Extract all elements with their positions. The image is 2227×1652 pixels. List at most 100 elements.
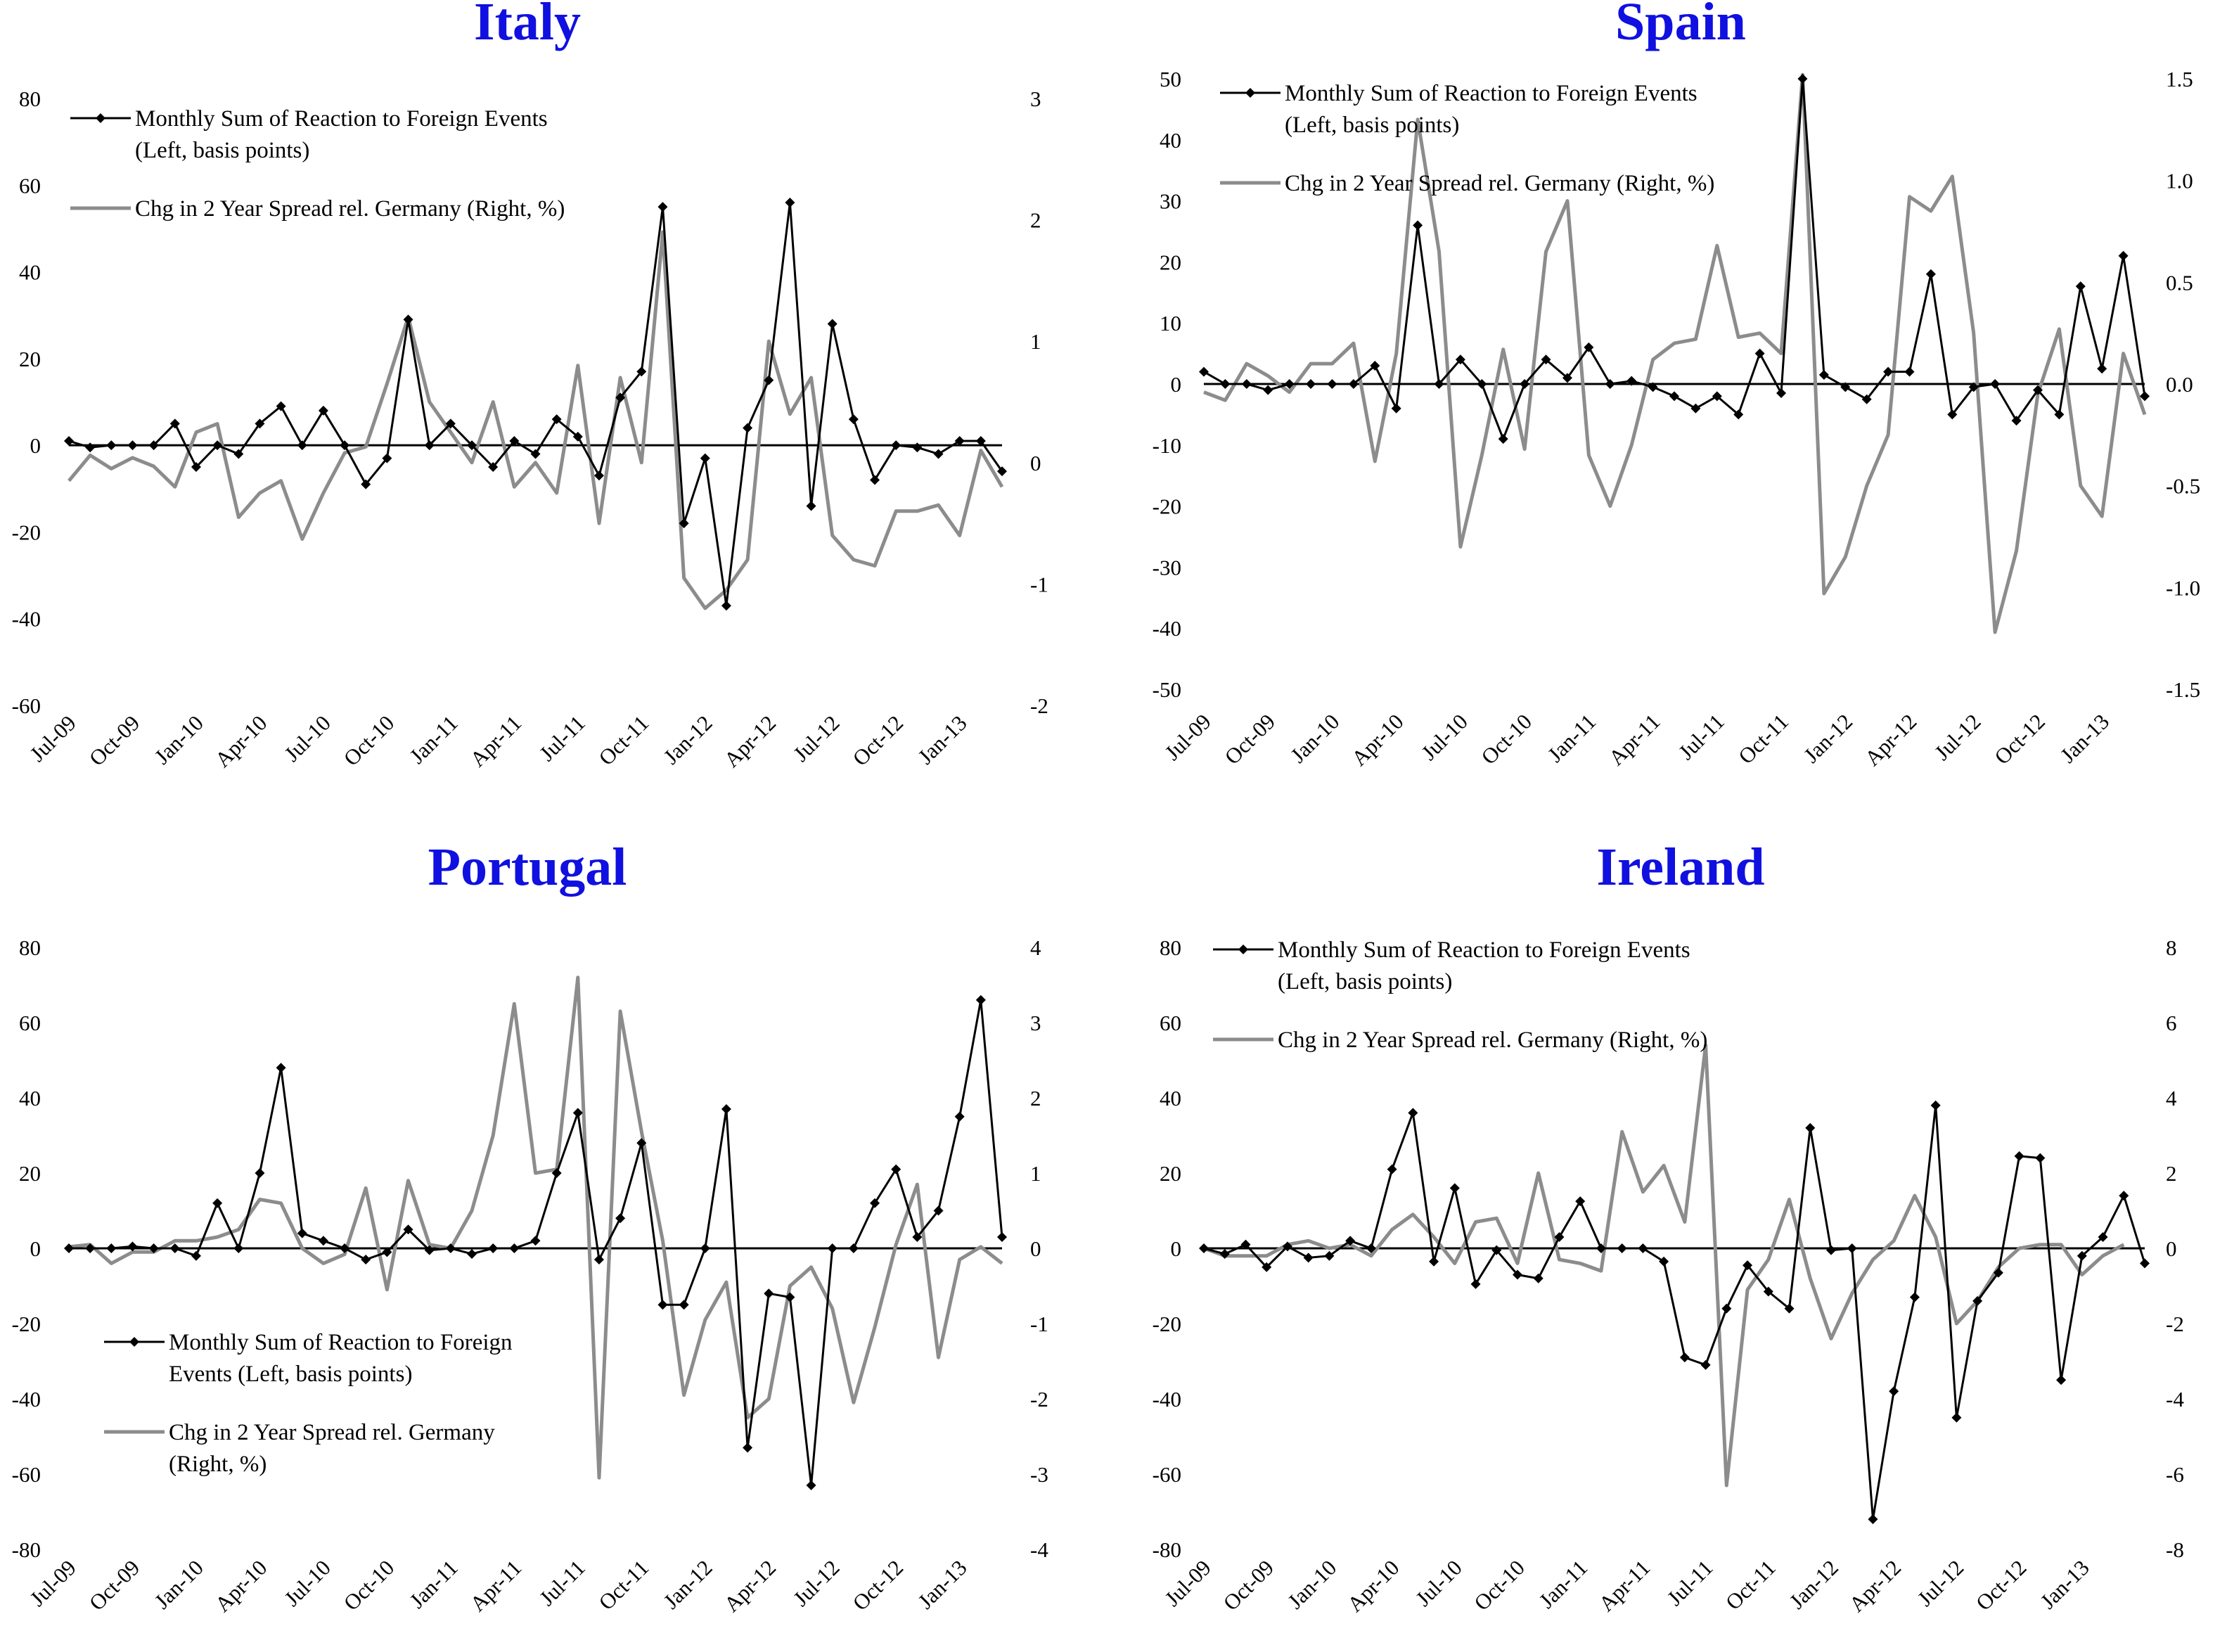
series-line-spread [1203,72,2147,634]
reaction-point [64,435,74,446]
x-tick-label: Oct-11 [1721,1555,1780,1615]
legend-label-reaction: Monthly Sum of Reaction to Foreign Event… [1285,81,1697,106]
x-tick-label: Oct-09 [84,1555,145,1615]
reaction-point [276,401,286,411]
x-tick-label: Apr-11 [465,1555,526,1616]
reaction-point [1669,391,1679,402]
reaction-point [1562,373,1572,383]
x-tick-label: Jan-11 [1534,1555,1592,1613]
reaction-point [2140,391,2150,402]
reaction-point [1348,379,1359,389]
reaction-point [551,1168,562,1178]
reaction-point [191,461,201,472]
x-tick-label: Jul-09 [1160,1555,1216,1611]
y-left-tick-label: -20 [12,1312,41,1336]
reaction-point [806,1480,816,1491]
reaction-point [1513,1269,1522,1280]
y-left-tick-label: 60 [19,1011,41,1035]
reaction-point [997,466,1007,477]
reaction-point [1972,1295,1983,1306]
reaction-point [1282,1241,1292,1252]
reaction-point [1455,354,1465,365]
y-right-tick-label: 0 [2166,1236,2177,1261]
reaction-point [1391,403,1401,414]
reaction-point [743,423,753,433]
y-left-tick-label: 40 [19,1086,41,1110]
reaction-point [1993,1267,2003,1278]
x-tick-label: Jan-11 [1543,709,1600,767]
reaction-point [530,449,541,459]
y-right-tick-label: -2 [1030,693,1048,718]
reaction-point [488,461,499,472]
reaction-point [1638,1243,1648,1253]
legend-label-spread: Chg in 2 Year Spread rel. Germany (Right… [1278,1027,1707,1053]
x-tick-label: Jul-12 [1913,1555,1969,1611]
reaction-point [1241,379,1252,389]
legend-marker-reaction [96,113,105,123]
y-left-tick-label: -60 [1153,1462,1181,1487]
legend-label-reaction: (Left, basis points) [135,138,309,163]
y-right-tick-label: 1 [1030,1161,1041,1186]
y-left-tick-label: -60 [12,693,41,718]
reaction-point [764,1288,774,1299]
reaction-point [912,442,923,453]
reaction-point [2119,1191,2129,1201]
reaction-point [467,1249,477,1260]
x-tick-label: Oct-11 [1733,709,1793,769]
reaction-point [297,440,307,451]
reaction-point [1477,379,1487,389]
reaction-point [488,1243,499,1253]
reaction-point [85,442,96,453]
reaction-point [1370,360,1380,371]
reaction-point [1387,1164,1397,1174]
reaction-point [276,1063,286,1073]
reaction-point [1868,1514,1878,1525]
y-left-tick-label: 60 [1160,1011,1181,1035]
panel-title: Ireland [1596,838,1764,897]
reaction-point [424,440,435,451]
y-right-tick-label: 4 [2166,1086,2177,1110]
reaction-point [1220,379,1231,389]
y-left-tick-label: -50 [1153,677,1181,702]
reaction-point [1498,434,1508,444]
reaction-point [1700,1359,1711,1370]
reaction-point [1712,391,1722,402]
reaction-point [169,418,180,429]
x-tick-label: Jan-12 [659,1555,717,1613]
x-tick-label: Jul-11 [534,1555,590,1611]
y-left-tick-label: -20 [1153,494,1181,519]
y-left-tick-label: 20 [19,347,41,371]
reaction-point [382,453,392,463]
reaction-point [255,418,265,429]
reaction-point [700,453,710,463]
reaction-point [318,405,328,416]
reaction-point [148,440,159,451]
reaction-point [1805,1122,1816,1133]
x-tick-label: Jul-09 [25,1555,81,1611]
reaction-point [827,1243,837,1253]
reaction-point [593,470,604,481]
x-tick-label: Jul-10 [279,1555,335,1611]
reaction-point [657,1300,668,1310]
y-left-tick-label: 20 [1160,1161,1181,1186]
y-left-tick-label: -20 [12,520,41,544]
x-tick-label: Oct-09 [1220,709,1281,769]
x-tick-label: Jul-10 [1411,1555,1467,1611]
reaction-point [2140,1258,2150,1269]
reaction-point [106,1243,117,1253]
legend-label-reaction: Monthly Sum of Reaction to Foreign Event… [1278,937,1690,963]
reaction-point [1861,394,1872,404]
x-tick-label: Jul-12 [1930,709,1986,765]
panel-spain: Spain -50 -40 -30 -20 -10 0 10 20 30 40 50 -1.5 -1.0… [1153,0,2200,771]
y-right-tick-label: 2 [1030,1086,1041,1110]
y-left-tick-label: -40 [12,1387,41,1411]
x-tick-label: Jul-12 [788,710,845,767]
x-tick-label: Jan-12 [1785,1555,1843,1613]
panel-title: Portugal [428,838,627,897]
reaction-point [1721,1303,1732,1314]
panel-title: Spain [1615,0,1746,51]
reaction-point [127,440,138,451]
reaction-point [1219,1249,1230,1260]
reaction-point [615,1213,626,1224]
